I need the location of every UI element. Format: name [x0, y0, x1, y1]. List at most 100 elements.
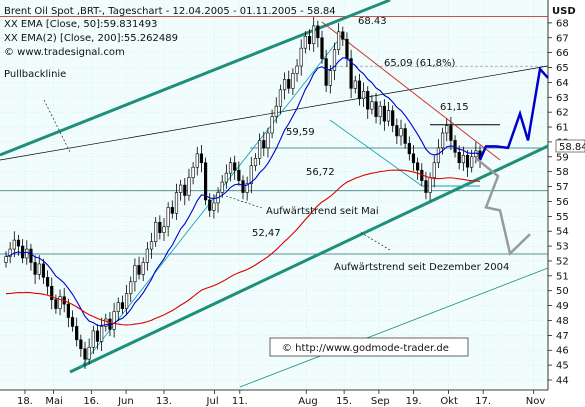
- candle-body: [33, 262, 37, 275]
- candle-body: [424, 180, 428, 193]
- x-tick-label: 19.: [406, 396, 422, 407]
- candle-body: [436, 147, 441, 164]
- candle-body: [274, 105, 278, 117]
- candle-body: [158, 221, 162, 233]
- candle-body: [386, 110, 391, 122]
- legend-ema200: XX EMA(2) [Close, 200]:55.262489: [4, 33, 178, 44]
- candle-body: [91, 330, 95, 348]
- candle-body: [187, 177, 191, 196]
- y-axis-unit-label: USD: [552, 6, 576, 17]
- x-tick-label: 17.: [475, 396, 491, 407]
- x-tick-label: Nov: [526, 396, 546, 407]
- x-tick-label: Okt: [440, 396, 458, 407]
- candle-body: [195, 153, 199, 168]
- y-tick-label: 54: [556, 227, 569, 238]
- x-tick-label: 18.: [17, 396, 33, 407]
- candle-body: [237, 169, 241, 181]
- candle-body: [21, 245, 25, 259]
- y-tick-label: 62: [556, 108, 569, 119]
- x-tick-label: 16.: [83, 396, 99, 407]
- x-tick-label: Jun: [117, 396, 134, 407]
- annotation-uptrend-may: Aufwärtstrend seit Mai: [266, 206, 379, 217]
- candle-body: [199, 153, 204, 164]
- candle-body: [241, 180, 245, 193]
- watermark-box: [269, 337, 469, 357]
- candle-body: [266, 132, 270, 149]
- chart-title: Brent Oil Spot ,BRT-, Tageschart - 12.04…: [4, 6, 336, 17]
- y-tick-label: 61: [556, 123, 569, 134]
- candle-body: [312, 25, 316, 45]
- y-tick-label: 56: [556, 197, 569, 208]
- candle-body: [370, 101, 374, 110]
- candle-body: [120, 302, 125, 309]
- candle-body: [403, 128, 407, 144]
- y-tick-label: 48: [556, 316, 569, 327]
- x-tick-label: Aug: [298, 396, 318, 407]
- candle-body: [16, 239, 21, 247]
- candle-body: [445, 125, 449, 134]
- candle-body: [87, 346, 91, 360]
- candle-body: [299, 47, 303, 67]
- candle-body: [303, 35, 307, 49]
- candle-body: [66, 303, 70, 318]
- legend-tradesignal: © www.tradesignal.com: [4, 47, 125, 58]
- candle-body: [258, 140, 262, 159]
- candle-body: [220, 181, 224, 193]
- candle-body: [124, 293, 129, 309]
- y-tick-label: 45: [556, 361, 569, 372]
- candle-body: [349, 58, 353, 89]
- candle-body: [116, 302, 120, 312]
- candle-body: [332, 49, 337, 71]
- candle-body: [291, 73, 295, 89]
- uptrend-channel-lower: [69, 144, 549, 374]
- y-tick-label: 67: [556, 33, 569, 44]
- candle-body: [440, 132, 445, 149]
- candle-body: [282, 79, 287, 91]
- candle-body: [399, 128, 403, 137]
- candle-body: [395, 125, 399, 137]
- x-tick-label: Sep: [371, 396, 390, 407]
- candle-body: [366, 91, 370, 110]
- candle-body: [162, 226, 166, 233]
- candle-body: [345, 38, 349, 59]
- ema200-line: [5, 169, 481, 326]
- pullback-line: [0, 65, 549, 161]
- uptrend-channel-upper: [0, 0, 391, 157]
- pullback-triangle: [329, 119, 480, 187]
- candle-body: [228, 162, 233, 174]
- grid: [0, 0, 548, 390]
- candle-body: [449, 125, 453, 141]
- candle-body: [316, 25, 320, 39]
- annotation-uptrend-dec: Aufwärtstrend seit Dezember 2004: [334, 262, 509, 273]
- candle-body: [287, 79, 291, 89]
- candle-body: [233, 162, 237, 171]
- x-axis: 18. Mai 16. Jun 13. Jul 11. Aug 15. Sep 19. Okt 17. N…: [0, 389, 548, 407]
- candle-body: [108, 318, 112, 330]
- candle-body: [295, 65, 299, 74]
- candle-body: [166, 207, 170, 228]
- candle-body: [357, 80, 362, 100]
- candle-body: [262, 140, 266, 149]
- candle-body: [432, 162, 436, 178]
- candle-body: [245, 183, 249, 193]
- candle-body: [361, 91, 366, 100]
- candle-body: [54, 299, 58, 309]
- candle-body: [253, 157, 258, 167]
- candle-body: [4, 256, 8, 263]
- candle-body: [12, 239, 16, 250]
- projection-paths: [475, 66, 549, 256]
- candle-body: [411, 153, 416, 164]
- candle-body: [320, 37, 324, 59]
- y-tick-label: 59: [556, 152, 569, 163]
- candle-body: [41, 263, 46, 278]
- y-tick-label: 64: [556, 78, 569, 89]
- candle-body: [25, 248, 29, 259]
- candle-body: [374, 101, 378, 117]
- analysis-lines: [0, 0, 549, 388]
- level-label-61: 61,15: [440, 102, 469, 113]
- candle-body: [324, 58, 328, 86]
- y-tick-label: 50: [556, 286, 569, 297]
- y-tick-label: 65: [556, 63, 569, 74]
- candle-body: [407, 143, 411, 155]
